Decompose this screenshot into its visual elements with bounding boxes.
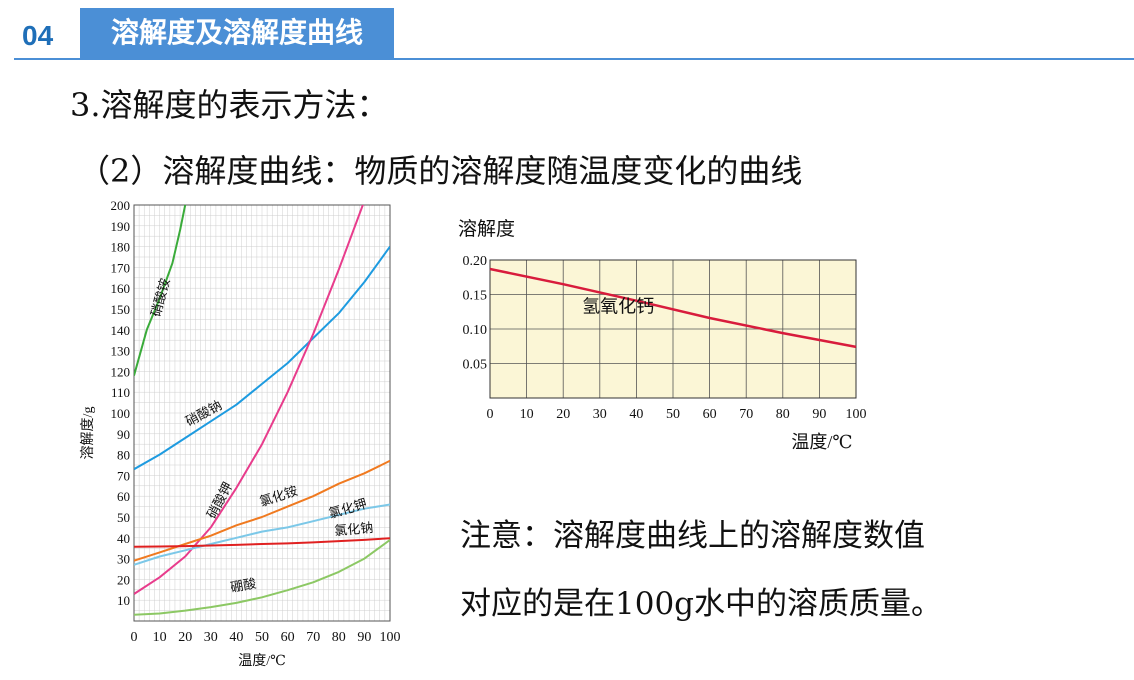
x-tick-label: 60 [281,630,295,645]
y-tick-label: 10 [117,593,130,608]
y-tick-label: 130 [111,344,131,359]
section-subheading: （2）溶解度曲线：物质的溶解度随温度变化的曲线 [78,152,803,190]
series-line [134,537,390,548]
x-axis-label: 温度/℃ [791,432,852,452]
calcium-hydroxide-chart: 溶解度 0 10 20 30 40 50 60 70 80 90 100 0.05 0.10 0.15 0.2… [458,218,867,452]
y-tick-label: 50 [117,510,130,525]
x-axis-label: 温度/℃ [238,653,286,669]
header-divider [14,58,1134,60]
x-tick-label: 10 [153,630,167,645]
y-tick-label: 150 [111,302,131,317]
x-tick-label: 60 [703,407,717,422]
x-tick-label: 0 [487,407,494,422]
y-tick-label: 30 [117,552,130,567]
chart-title: 溶解度 [458,218,515,240]
x-tick-label: 20 [556,407,570,422]
y-tick-label: 40 [117,531,130,546]
series-label: 硼酸 [229,576,257,595]
x-tick-label: 50 [255,630,269,645]
note-line-1: 注意：溶解度曲线上的溶解度数值 [460,518,925,554]
y-tick-label: 180 [111,240,131,255]
y-tick-label: 70 [117,468,130,483]
x-tick-label: 80 [332,630,346,645]
x-tick-label: 100 [846,407,867,422]
y-tick-label: 60 [117,489,130,504]
x-tick-label: 70 [739,407,753,422]
x-tick-label: 30 [204,630,218,645]
series-label: 氯化钠 [334,520,374,538]
y-tick-label: 110 [111,385,130,400]
y-tick-label: 120 [111,364,131,379]
x-tick-label: 90 [357,630,371,645]
plot-frame [489,259,857,399]
y-tick-label: 20 [117,572,130,587]
series-group [134,205,390,616]
solubility-chart: 0 10 20 30 40 50 60 70 80 90 100 10 20 30 40 50 60 70 80 90… [80,198,401,669]
x-tick-label: 0 [131,630,138,645]
series-line [489,267,857,349]
y-tick-label: 0.15 [463,289,488,304]
x-tick-label: 70 [306,630,320,645]
x-tick-label: 40 [229,630,243,645]
x-tick-label: 10 [520,407,534,422]
y-tick-label: 80 [117,448,130,463]
y-tick-label: 200 [111,198,131,213]
y-tick-label: 0.05 [463,358,488,373]
x-tick-label: 30 [593,407,607,422]
x-tick-label: 20 [178,630,192,645]
x-tick-label: 90 [812,407,826,422]
y-tick-label: 190 [111,219,131,234]
y-tick-label: 100 [111,406,131,421]
series-line [134,503,390,566]
series-line [134,205,187,376]
x-tick-label: 80 [776,407,790,422]
x-tick-label: 100 [380,630,401,645]
y-tick-label: 0.20 [463,254,488,269]
series-line [134,539,390,616]
series-label: 氢氧化钙 [582,296,654,316]
y-tick-label: 170 [111,260,131,275]
section-heading: 3.溶解度的表示方法： [70,86,389,124]
section-title: 溶解度及溶解度曲线 [80,8,394,58]
x-tick-label: 40 [629,407,643,422]
y-tick-label: 0.10 [463,323,488,338]
series-line [134,246,390,471]
section-number: 04 [22,20,54,51]
y-tick-label: 140 [111,323,131,338]
y-tick-label: 160 [111,281,131,296]
y-axis-label: 溶解度/g [80,407,96,460]
x-tick-label: 50 [666,407,680,422]
plot-frame [133,204,391,622]
y-tick-label: 90 [117,427,130,442]
series-line [134,205,364,595]
note-line-2: 对应的是在100g水中的溶质质量。 [460,586,943,622]
